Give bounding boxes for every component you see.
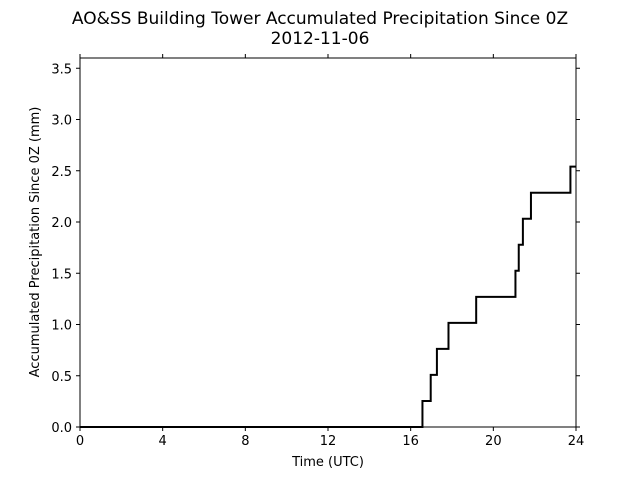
x-axis-label: Time (UTC) — [291, 455, 364, 470]
y-tick-label: 3.0 — [51, 114, 72, 129]
x-tick-label: 8 — [241, 434, 249, 449]
axes-frame — [79, 57, 577, 428]
chart-subtitle: 2012-11-06 — [271, 29, 370, 49]
y-tick-label: 2.5 — [51, 165, 72, 180]
series-line-0 — [80, 165, 576, 428]
x-tick-label: 12 — [320, 434, 337, 449]
x-tick-label: 20 — [485, 434, 502, 449]
y-tick-label: 1.0 — [51, 319, 72, 334]
x-tick-label: 4 — [159, 434, 167, 449]
y-tick-label: 2.0 — [51, 216, 72, 231]
y-tick-label: 3.5 — [51, 62, 72, 77]
y-tick-label: 1.5 — [51, 267, 72, 282]
x-tick-label: 0 — [76, 434, 84, 449]
x-tick-label: 24 — [568, 434, 585, 449]
plot-area: 0 4 8 12 16 20 24 0.0 0.5 1.0 1.5 2.0 2.5 3.0 3.5 — [51, 54, 584, 449]
chart-title: AO&SS Building Tower Accumulated Precipi… — [72, 9, 568, 29]
y-axis-label: Accumulated Precipitation Since 0Z (mm) — [28, 107, 43, 378]
y-tick-label: 0.0 — [51, 421, 72, 436]
x-tick-label: 16 — [402, 434, 419, 449]
y-tick-label: 0.5 — [51, 370, 72, 385]
